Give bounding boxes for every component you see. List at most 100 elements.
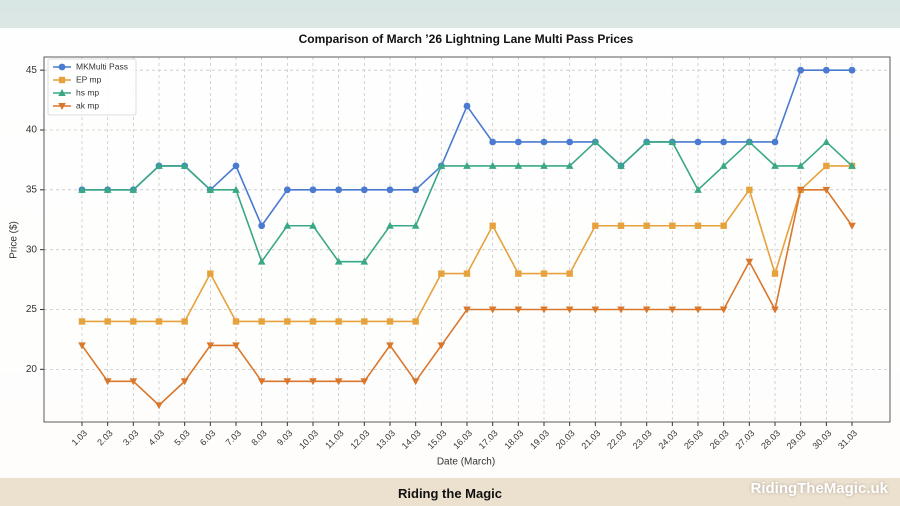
x-axis-label: Date (March): [437, 457, 495, 468]
legend-label: MKMulti Pass: [76, 61, 128, 71]
marker: [719, 161, 728, 169]
brand: Riding the Magic: [398, 486, 502, 501]
marker: [283, 378, 292, 386]
marker: [78, 185, 86, 193]
marker: [591, 306, 600, 314]
marker: [694, 185, 702, 193]
marker: [463, 102, 471, 110]
marker: [488, 161, 497, 169]
marker: [668, 137, 677, 145]
marker: [309, 318, 317, 325]
marker: [335, 186, 343, 194]
marker: [412, 318, 419, 325]
legend-marker: [58, 63, 66, 71]
marker: [129, 378, 138, 386]
marker: [360, 186, 368, 194]
y-tick-label: 20: [26, 364, 38, 375]
marker: [155, 161, 163, 169]
marker: [489, 222, 496, 229]
marker: [823, 162, 830, 170]
marker: [514, 161, 523, 169]
marker: [566, 270, 573, 277]
marker: [540, 161, 548, 169]
marker: [258, 318, 265, 325]
marker: [206, 185, 215, 193]
marker: [642, 137, 651, 145]
marker: [797, 66, 805, 74]
marker: [642, 306, 651, 314]
marker: [386, 186, 394, 194]
marker: [309, 186, 317, 194]
marker: [180, 161, 189, 169]
marker: [103, 378, 112, 386]
marker: [745, 258, 754, 266]
marker: [155, 318, 163, 325]
legend-label: EP mp: [76, 74, 102, 84]
marker: [207, 270, 214, 277]
marker: [129, 185, 138, 193]
marker: [463, 161, 471, 169]
marker: [309, 221, 317, 229]
marker: [848, 222, 856, 230]
marker: [669, 222, 676, 229]
marker: [463, 306, 471, 314]
marker: [232, 342, 240, 350]
marker: [360, 378, 369, 386]
marker: [540, 270, 548, 277]
marker: [514, 138, 522, 146]
marker: [745, 137, 754, 145]
marker: [232, 185, 240, 193]
marker: [130, 318, 137, 325]
marker: [78, 318, 86, 325]
marker: [411, 221, 420, 229]
marker: [412, 186, 420, 194]
marker: [206, 342, 215, 350]
marker: [411, 378, 420, 386]
marker: [566, 138, 574, 146]
legend-marker: [58, 89, 66, 96]
marker: [565, 161, 574, 169]
y-axis-label: Price ($): [9, 221, 20, 259]
marker: [591, 137, 600, 145]
marker: [335, 318, 342, 325]
legend-marker: [58, 76, 66, 84]
marker: [437, 342, 446, 350]
site-url: RidingTheMagic.uk: [750, 480, 888, 497]
marker: [181, 318, 188, 325]
marker: [668, 306, 677, 314]
legend-label: hs mp: [76, 87, 99, 97]
legend-label: ak mp: [76, 100, 99, 110]
marker: [719, 306, 728, 314]
marker: [386, 342, 394, 350]
y-tick-label: 35: [26, 184, 38, 195]
marker: [822, 186, 831, 194]
marker: [309, 378, 317, 386]
marker: [822, 66, 830, 74]
marker: [180, 378, 189, 386]
marker: [232, 162, 240, 170]
plot-frame: [43, 56, 891, 423]
marker: [437, 161, 446, 169]
marker: [284, 318, 291, 325]
marker: [257, 257, 266, 265]
y-tick-label: 40: [26, 125, 38, 136]
marker: [592, 222, 599, 229]
marker: [694, 222, 702, 229]
marker: [104, 318, 111, 325]
marker: [283, 186, 291, 194]
marker: [232, 318, 240, 325]
y-tick-label: 45: [26, 65, 38, 76]
marker: [643, 222, 650, 229]
marker: [694, 306, 702, 314]
chart-title: Comparison of March ’26 Lightning Lane M…: [299, 32, 634, 46]
marker: [515, 270, 522, 277]
marker: [617, 222, 625, 229]
legend-box: [47, 58, 137, 116]
marker: [771, 161, 779, 169]
chart: Comparison of March ’26 Lightning Lane M…: [8, 32, 891, 468]
marker: [720, 138, 728, 146]
marker: [540, 138, 548, 146]
legend-marker: [58, 103, 66, 110]
marker: [771, 138, 779, 146]
